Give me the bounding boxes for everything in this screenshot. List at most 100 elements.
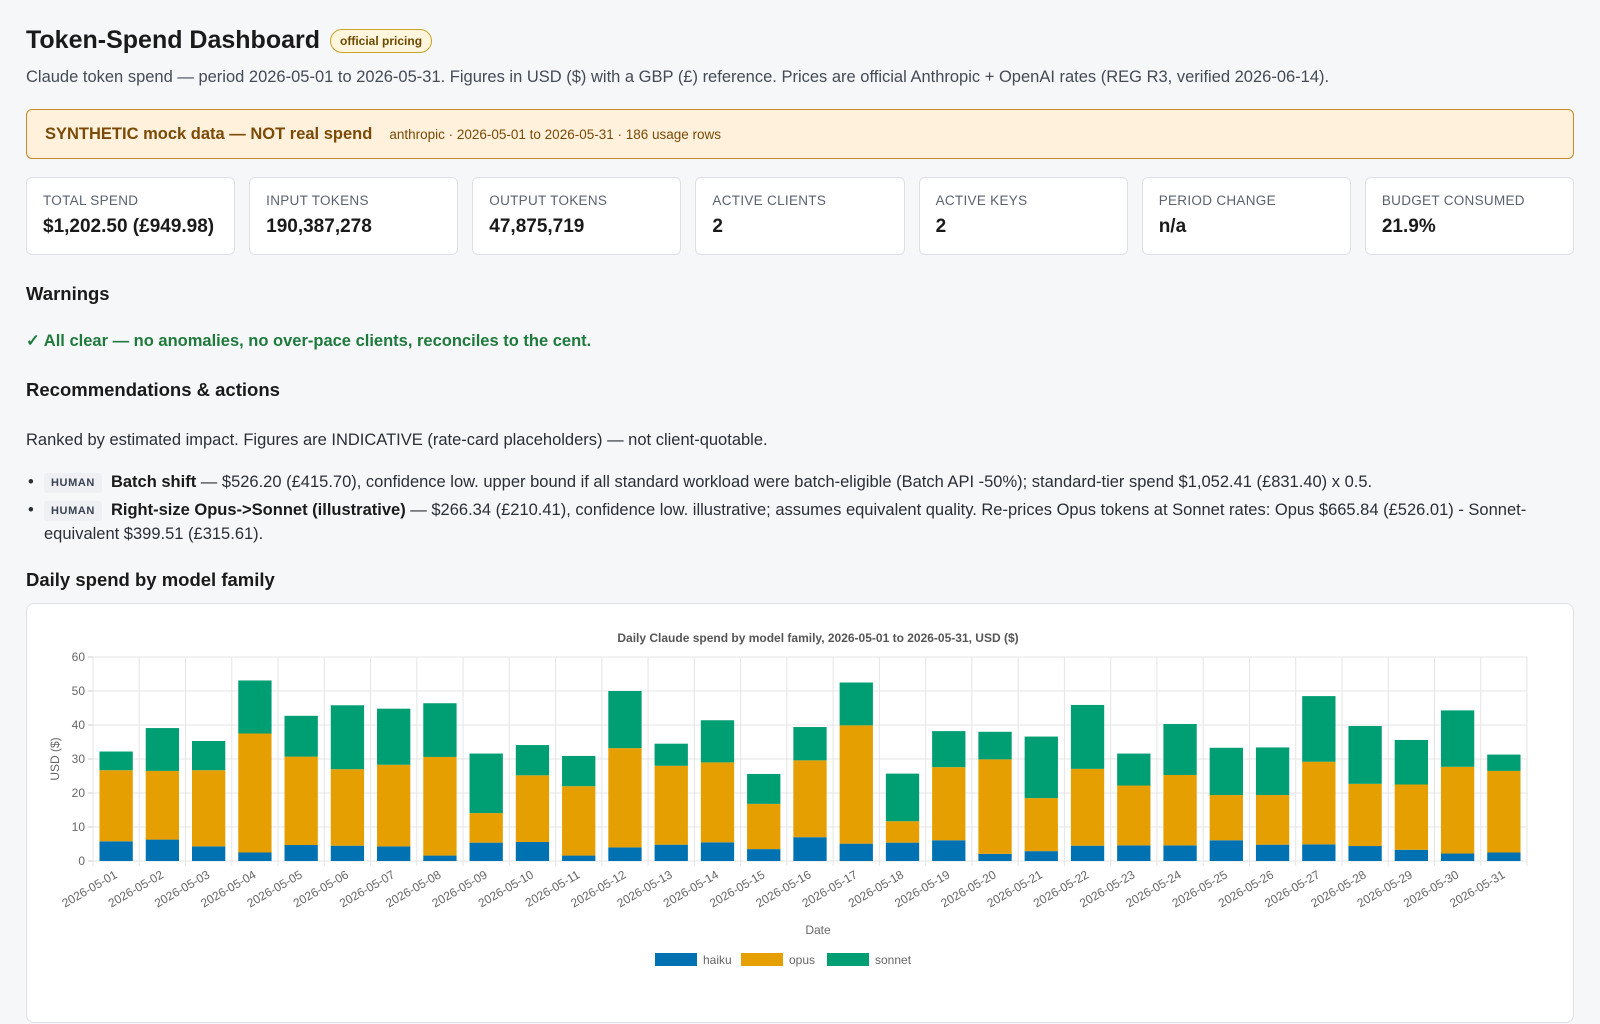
daily-spend-chart: Daily Claude spend by model family, 2026… xyxy=(48,631,1528,967)
bar-opus xyxy=(1070,768,1105,846)
bar-haiku xyxy=(238,852,272,861)
daily-spend-chart-card: Daily Claude spend by model family, 2026… xyxy=(26,603,1574,1023)
bar-opus xyxy=(1209,795,1243,841)
bar-opus xyxy=(1163,774,1197,846)
kpi-label: ACTIVE CLIENTS xyxy=(712,193,827,208)
bar-sonnet xyxy=(562,755,596,787)
legend-label-haiku: haiku xyxy=(703,953,732,967)
bar-opus xyxy=(145,770,180,840)
bar-sonnet xyxy=(978,731,1012,760)
bar-opus xyxy=(1440,766,1475,854)
bar-opus xyxy=(99,770,133,842)
bar-sonnet xyxy=(839,682,873,726)
warnings-heading: Warnings xyxy=(26,283,110,304)
bar-sonnet xyxy=(1348,726,1382,784)
bar-haiku xyxy=(330,845,365,861)
kpi-value: 21.9% xyxy=(1381,216,1436,237)
bar-haiku xyxy=(700,842,735,861)
bar-opus xyxy=(932,767,966,841)
bar-opus xyxy=(562,786,596,856)
title-row: Token-Spend Dashboard official pricing xyxy=(26,26,433,55)
recommendation-title: Batch shift xyxy=(110,473,197,491)
recommendation-text: — $266.34 (£210.41), confidence low. ill… xyxy=(44,501,1527,543)
bar-sonnet xyxy=(932,731,966,768)
bar-sonnet xyxy=(423,703,457,757)
y-tick-label: 60 xyxy=(72,650,86,664)
kpi-card-period-change: PERIOD CHANGE n/a xyxy=(1141,177,1351,255)
bar-sonnet xyxy=(1209,747,1243,796)
kpi-card-total-spend: TOTAL SPEND $1,202.50 (£949.98) xyxy=(26,177,236,255)
y-tick-label: 10 xyxy=(72,820,86,834)
bar-sonnet xyxy=(1163,723,1197,775)
recommendation-item: HUMAN Batch shift — $526.20 (£415.70), co… xyxy=(26,470,1566,494)
bar-sonnet xyxy=(1394,739,1429,785)
bar-sonnet xyxy=(99,751,133,771)
bar-haiku xyxy=(793,837,827,861)
recommendations-list: HUMAN Batch shift — $526.20 (£415.70), co… xyxy=(26,470,1566,550)
legend-label-sonnet: sonnet xyxy=(875,953,912,967)
bar-opus xyxy=(1302,761,1336,845)
kpi-label: ACTIVE KEYS xyxy=(935,193,1028,208)
y-tick-label: 40 xyxy=(72,718,86,732)
bar-sonnet xyxy=(469,753,503,814)
kpi-label: PERIOD CHANGE xyxy=(1158,193,1276,208)
kpi-value: 47,875,719 xyxy=(489,216,585,237)
banner-main-text: SYNTHETIC mock data — NOT real spend xyxy=(45,124,373,143)
bar-opus xyxy=(700,762,735,843)
warnings-status: ✓ All clear — no anomalies, no over-pace… xyxy=(26,332,592,350)
kpi-card-input-tokens: INPUT TOKENS 190,387,278 xyxy=(249,177,459,255)
bar-haiku xyxy=(1394,849,1429,861)
bar-haiku xyxy=(1487,852,1521,861)
bar-haiku xyxy=(469,842,503,861)
bar-sonnet xyxy=(793,727,827,761)
recommendation-text: — $526.20 (£415.70), confidence low. upp… xyxy=(196,473,1373,491)
bar-opus xyxy=(793,760,827,838)
bar-sonnet xyxy=(1440,710,1475,767)
bar-haiku xyxy=(284,845,318,861)
bar-sonnet xyxy=(1255,747,1290,796)
bar-opus xyxy=(1348,783,1382,847)
page-title: Token-Spend Dashboard xyxy=(26,26,321,54)
bar-haiku xyxy=(423,855,457,861)
y-axis-title: USD ($) xyxy=(48,737,62,780)
bar-sonnet xyxy=(885,773,920,822)
bar-sonnet xyxy=(145,728,180,771)
kpi-card-active-clients: ACTIVE CLIENTS 2 xyxy=(695,177,905,255)
bar-opus xyxy=(515,775,550,842)
recommendation-title: Right-size Opus->Sonnet (illustrative) xyxy=(110,501,406,519)
bar-opus xyxy=(1117,785,1151,846)
bar-opus xyxy=(191,770,226,847)
chart-title: Daily Claude spend by model family, 2026… xyxy=(617,631,1018,645)
legend-swatch-haiku xyxy=(655,953,697,966)
bar-haiku xyxy=(377,846,411,861)
kpi-label: BUDGET CONSUMED xyxy=(1381,193,1525,208)
bar-opus xyxy=(284,756,318,846)
bar-sonnet xyxy=(700,720,735,763)
bar-opus xyxy=(1024,798,1058,852)
bar-haiku xyxy=(839,843,873,861)
page-subtitle: Claude token spend — period 2026-05-01 t… xyxy=(26,68,1330,86)
bar-opus xyxy=(839,725,873,844)
bar-haiku xyxy=(562,855,596,861)
bar-opus xyxy=(885,821,920,843)
bar-haiku xyxy=(1255,844,1290,861)
bar-haiku xyxy=(608,847,642,861)
bar-sonnet xyxy=(1117,753,1151,786)
bar-haiku xyxy=(1070,845,1105,861)
kpi-value: $1,202.50 (£949.98) xyxy=(43,216,215,237)
bar-opus xyxy=(747,803,781,850)
bar-sonnet xyxy=(1070,704,1105,769)
y-tick-label: 0 xyxy=(78,854,85,868)
banner-meta-text: anthropic · 2026-05-01 to 2026-05-31 · 1… xyxy=(389,126,722,142)
bar-haiku xyxy=(1117,845,1151,861)
y-tick-label: 30 xyxy=(72,752,86,766)
recommendations-heading: Recommendations & actions xyxy=(26,379,280,400)
bar-opus xyxy=(377,764,411,847)
bar-opus xyxy=(1394,784,1429,850)
bar-haiku xyxy=(1440,853,1475,861)
y-tick-label: 20 xyxy=(72,786,86,800)
bar-haiku xyxy=(978,853,1012,861)
bar-sonnet xyxy=(654,743,688,766)
bar-opus xyxy=(330,769,365,846)
x-axis-title: Date xyxy=(805,923,831,937)
